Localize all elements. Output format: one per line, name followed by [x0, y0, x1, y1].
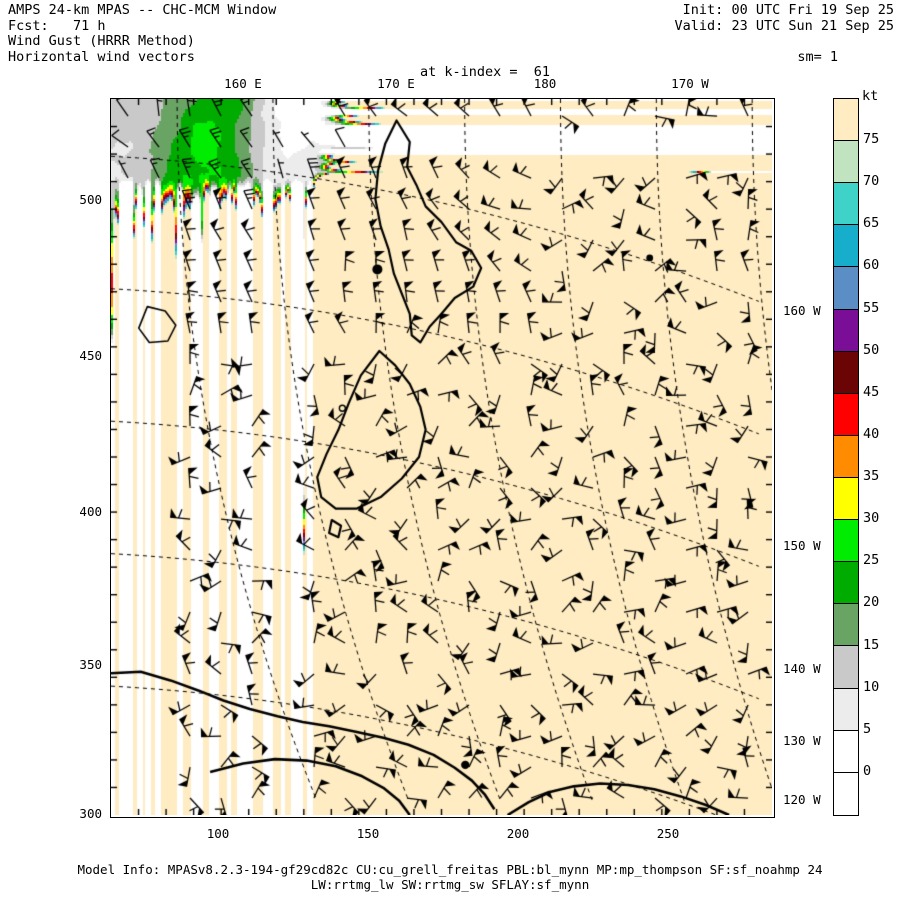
colorbar-tick-75: 75 — [863, 131, 880, 148]
colorbar-tick-60: 60 — [863, 257, 880, 274]
colorbar-tick-5: 5 — [863, 720, 872, 737]
right-axis-tick-1: 150 W — [783, 538, 821, 553]
colorbar-tick-30: 30 — [863, 510, 880, 527]
colorbar-tick-15: 15 — [863, 636, 880, 653]
colorbar-tick-40: 40 — [863, 425, 880, 442]
colorbar-tick-20: 20 — [863, 594, 880, 611]
colorbar-tick-0: 0 — [863, 762, 872, 779]
colorbar[interactable] — [833, 98, 859, 816]
colorbar-band-80+[interactable] — [834, 99, 858, 142]
colorbar-band-75[interactable] — [834, 141, 858, 184]
header-smoothing: sm= 1 — [797, 49, 838, 65]
top-axis-tick-2: 180 — [533, 76, 557, 91]
colorbar-band-60[interactable] — [834, 267, 858, 310]
header-forecast-hour: Fcst: 71 h — [8, 17, 106, 34]
bottom-axis-tick-2: 200 — [506, 826, 530, 841]
colorbar-band-30[interactable] — [834, 520, 858, 563]
colorbar-band-15[interactable] — [834, 646, 858, 689]
footer-model-info-line1: Model Info: MPASv8.2.3-194-gf29cd82c CU:… — [77, 862, 823, 877]
left-axis-tick-3: 350 — [79, 657, 102, 672]
colorbar-tick-65: 65 — [863, 215, 880, 232]
colorbar-tick-55: 55 — [863, 299, 880, 316]
header-variable: Wind Gust (HRRR Method) — [8, 33, 195, 49]
colorbar-units-label: kt — [862, 88, 879, 104]
header-init-time: Init: 00 UTC Fri 19 Sep 25 — [682, 2, 894, 18]
colorbar-band-10[interactable] — [834, 688, 858, 731]
map-plot-area[interactable] — [110, 98, 775, 818]
header-k-index: at k-index = 61 — [420, 64, 551, 80]
header-right-block: Init: 00 UTC Fri 19 Sep 25 Valid: 23 UTC… — [674, 2, 894, 34]
header-title: AMPS 24-km MPAS -- CHC-MCM Window — [8, 2, 277, 18]
left-axis-tick-1: 450 — [79, 348, 102, 363]
top-axis-tick-3: 170 W — [671, 76, 709, 91]
header-valid-time: Valid: 23 UTC Sun 21 Sep 25 — [674, 17, 894, 34]
footer-model-info-line2: LW:rrtmg_lw SW:rrtmg_sw SFLAY:sf_mynn — [310, 877, 590, 892]
colorbar-tick-10: 10 — [863, 678, 880, 695]
top-axis-tick-1: 170 E — [377, 76, 415, 91]
left-axis-tick-4: 300 — [79, 806, 102, 821]
header-vector-note: Horizontal wind vectors — [8, 48, 195, 65]
wind-gust-field-canvas — [111, 99, 772, 815]
colorbar-band-5[interactable] — [834, 730, 858, 773]
bottom-axis-tick-3: 250 — [656, 826, 680, 841]
colorbar-band-65[interactable] — [834, 225, 858, 268]
left-axis-tick-2: 400 — [79, 504, 102, 519]
bottom-axis-tick-0: 100 — [206, 826, 230, 841]
colorbar-tick-labels: 75 70 65 60 55 50 45 40 35 30 25 20 15 10 5 0 — [863, 98, 900, 816]
colorbar-band-55[interactable] — [834, 309, 858, 352]
colorbar-band-0[interactable] — [834, 772, 858, 815]
right-axis-tick-3: 130 W — [783, 733, 821, 748]
colorbar-tick-45: 45 — [863, 383, 880, 400]
colorbar-tick-35: 35 — [863, 468, 880, 485]
colorbar-band-35[interactable] — [834, 477, 858, 521]
colorbar-band-50[interactable] — [834, 351, 858, 394]
right-axis-tick-2: 140 W — [783, 661, 821, 676]
bottom-axis-tick-1: 150 — [356, 826, 380, 841]
colorbar-band-20[interactable] — [834, 604, 858, 647]
right-axis-tick-0: 160 W — [783, 303, 821, 318]
colorbar-tick-25: 25 — [863, 552, 880, 569]
plot-frame — [110, 98, 775, 818]
colorbar-band-25[interactable] — [834, 562, 858, 605]
header-left-block: AMPS 24-km MPAS -- CHC-MCM Window Fcst: … — [8, 2, 277, 65]
colorbar-band-70[interactable] — [834, 183, 858, 226]
right-axis-tick-4: 120 W — [783, 792, 821, 807]
top-axis-tick-0: 160 E — [224, 76, 262, 91]
colorbar-tick-70: 70 — [863, 173, 880, 190]
colorbar-band-40[interactable] — [834, 435, 858, 478]
left-axis-tick-0: 500 — [79, 192, 102, 207]
colorbar-tick-50: 50 — [863, 341, 880, 358]
colorbar-band-45[interactable] — [834, 393, 858, 436]
